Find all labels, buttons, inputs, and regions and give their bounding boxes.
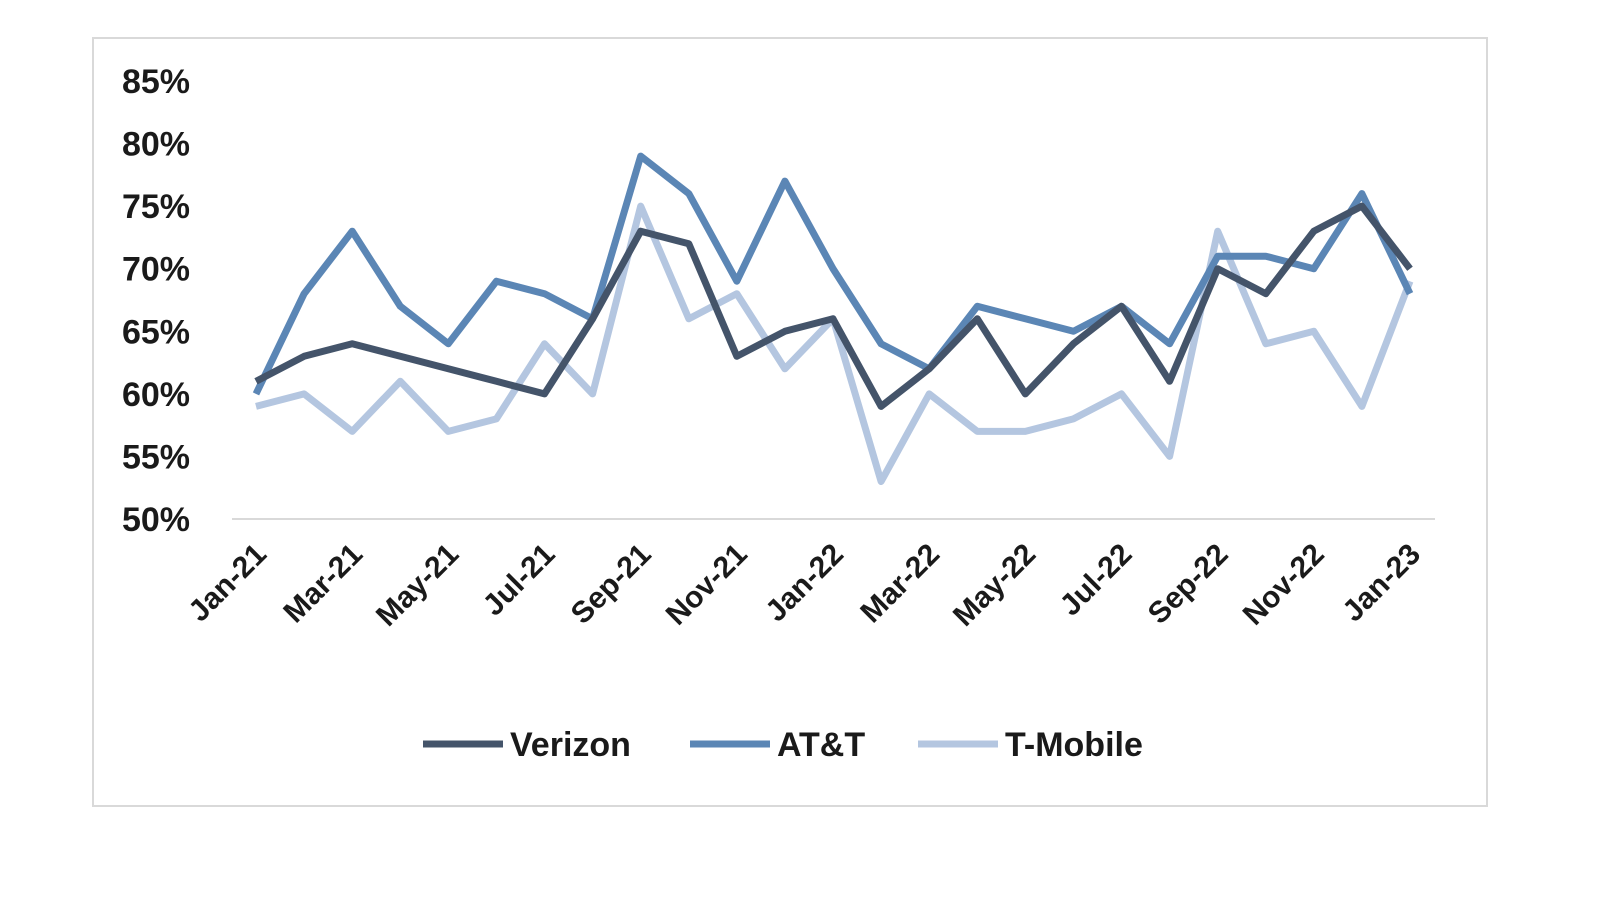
x-tick-label: Mar-21 (277, 538, 369, 630)
chart-frame (92, 37, 1488, 807)
y-tick-label: 65% (122, 313, 190, 351)
x-tick-label: Nov-22 (1237, 538, 1331, 632)
x-tick-label: Sep-22 (1142, 538, 1235, 631)
series-line-t-mobile (255, 202, 1414, 485)
y-tick-label: 70% (122, 251, 190, 289)
x-tick-label: Jul-21 (477, 538, 562, 623)
x-tick-label: Jul-22 (1054, 538, 1139, 623)
y-tick-label: 55% (122, 438, 190, 476)
x-tick-label: May-22 (947, 538, 1042, 633)
y-tick-label: 85% (122, 63, 190, 101)
x-tick-label: Sep-21 (565, 538, 658, 631)
series-line-at-t (252, 152, 1414, 396)
x-tick-label: Jan-21 (182, 538, 273, 629)
legend-label-at-t: AT&T (777, 726, 865, 764)
series-line-verizon (254, 202, 1413, 410)
y-tick-label: 80% (122, 126, 190, 164)
legend: Verizon AT&T T-Mobile (423, 726, 1143, 764)
x-axis-labels: Jan-21 Mar-21 May-21 Jul-21 Sep-21 Nov-21 Jan-… (182, 538, 1427, 633)
x-tick-label: Jan-22 (759, 538, 850, 629)
legend-label-verizon: Verizon (510, 726, 631, 764)
x-tick-label: Mar-22 (854, 538, 946, 630)
legend-label-t-mobile: T-Mobile (1005, 726, 1143, 764)
y-axis-labels: 50% 55% 60% 65% 70% 75% 80% 85% (122, 63, 190, 539)
y-tick-label: 75% (122, 188, 190, 226)
x-tick-label: May-21 (370, 538, 465, 633)
x-tick-label: Nov-21 (660, 538, 754, 632)
x-tick-label: Jan-23 (1336, 538, 1427, 629)
y-tick-label: 60% (122, 376, 190, 414)
y-tick-label: 50% (122, 501, 190, 539)
series-lines (252, 152, 1414, 485)
